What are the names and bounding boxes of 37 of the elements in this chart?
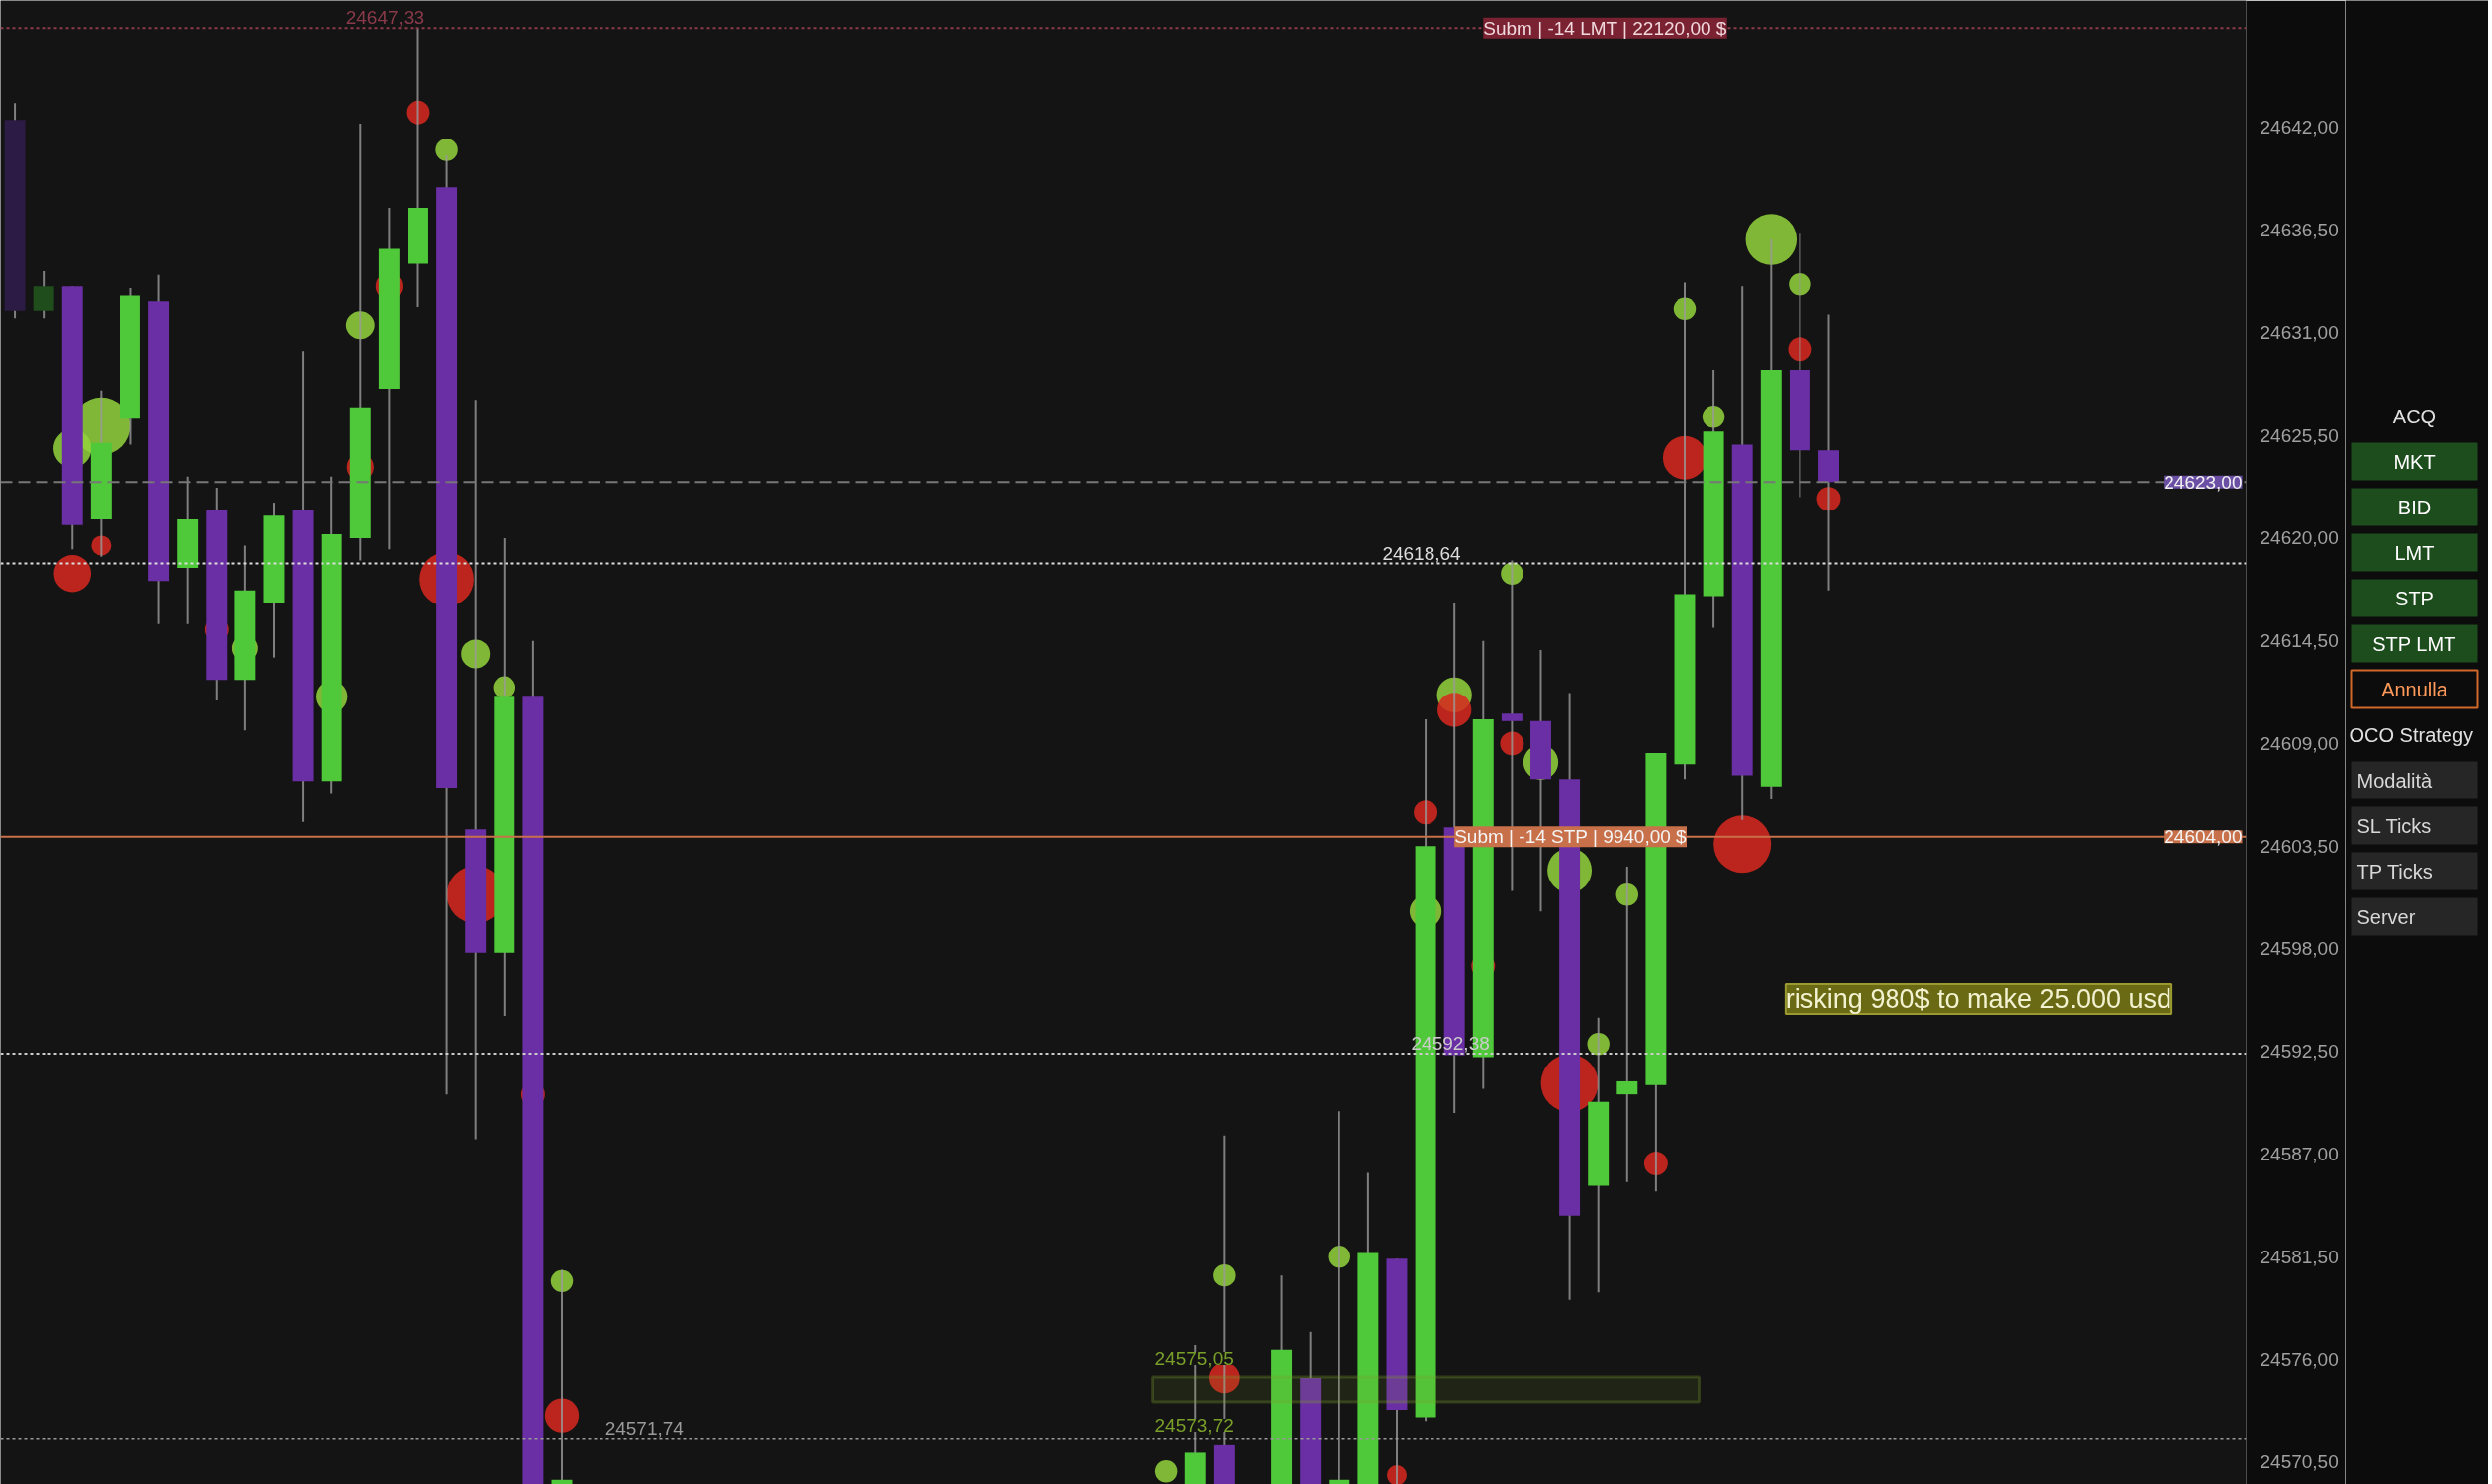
y-tick-label: 24620,00 bbox=[2260, 527, 2339, 549]
y-tick-label: 24625,50 bbox=[2260, 424, 2339, 446]
y-tick-label: 24631,00 bbox=[2260, 322, 2339, 343]
y-tick-label: 24570,50 bbox=[2260, 1451, 2339, 1473]
text: LMT bbox=[2394, 541, 2435, 564]
annotation: Subm | -14 LMT | 22120,00 $ bbox=[1483, 17, 1727, 39]
y-tick-label: 24603,50 bbox=[2260, 835, 2339, 857]
annotation: 24604,00 bbox=[2164, 826, 2243, 848]
y-tick-label: 24576,00 bbox=[2260, 1348, 2339, 1370]
y-tick-label: 24587,00 bbox=[2260, 1144, 2339, 1165]
text: Modalità bbox=[2356, 769, 2433, 791]
ref-line-label: 24618,64 bbox=[1382, 542, 1462, 564]
ref-line-label: 24592,38 bbox=[1411, 1033, 1490, 1055]
y-tick-label: 24592,50 bbox=[2260, 1041, 2339, 1063]
text: TP Ticks bbox=[2356, 860, 2433, 882]
ref-line-label: 24647,33 bbox=[345, 7, 424, 29]
text: ACQ bbox=[2392, 405, 2437, 427]
y-tick-label: 24598,00 bbox=[2260, 938, 2339, 960]
annotation: 24573,72 bbox=[1154, 1415, 1234, 1437]
text: Annulla bbox=[2381, 678, 2448, 700]
y-tick-label: 24581,50 bbox=[2260, 1246, 2339, 1267]
ref-line-label: Subm | -14 STP | 9940,00 $ bbox=[1454, 826, 1688, 848]
y-tick-label: 24642,00 bbox=[2260, 117, 2339, 139]
text: SL Ticks bbox=[2356, 814, 2432, 837]
text: MKT bbox=[2393, 450, 2436, 473]
band-label: 24575,05 bbox=[1154, 1348, 1234, 1370]
text: Server bbox=[2356, 905, 2416, 928]
annotation: risking 980$ to make 25.000 usd bbox=[1785, 984, 2172, 1015]
ref-line-label: 24571,74 bbox=[604, 1418, 685, 1439]
y-tick-label: 24609,00 bbox=[2260, 732, 2339, 754]
text: BID bbox=[2397, 496, 2432, 518]
text: STP LMT bbox=[2372, 632, 2456, 655]
y-tick-label: 24614,50 bbox=[2260, 630, 2339, 652]
ref-line-label: 24623,00 bbox=[2164, 471, 2243, 493]
y-tick-label: 24636,50 bbox=[2260, 220, 2339, 241]
text: STP bbox=[2395, 587, 2434, 609]
text: OCO Strategy bbox=[2349, 723, 2474, 746]
